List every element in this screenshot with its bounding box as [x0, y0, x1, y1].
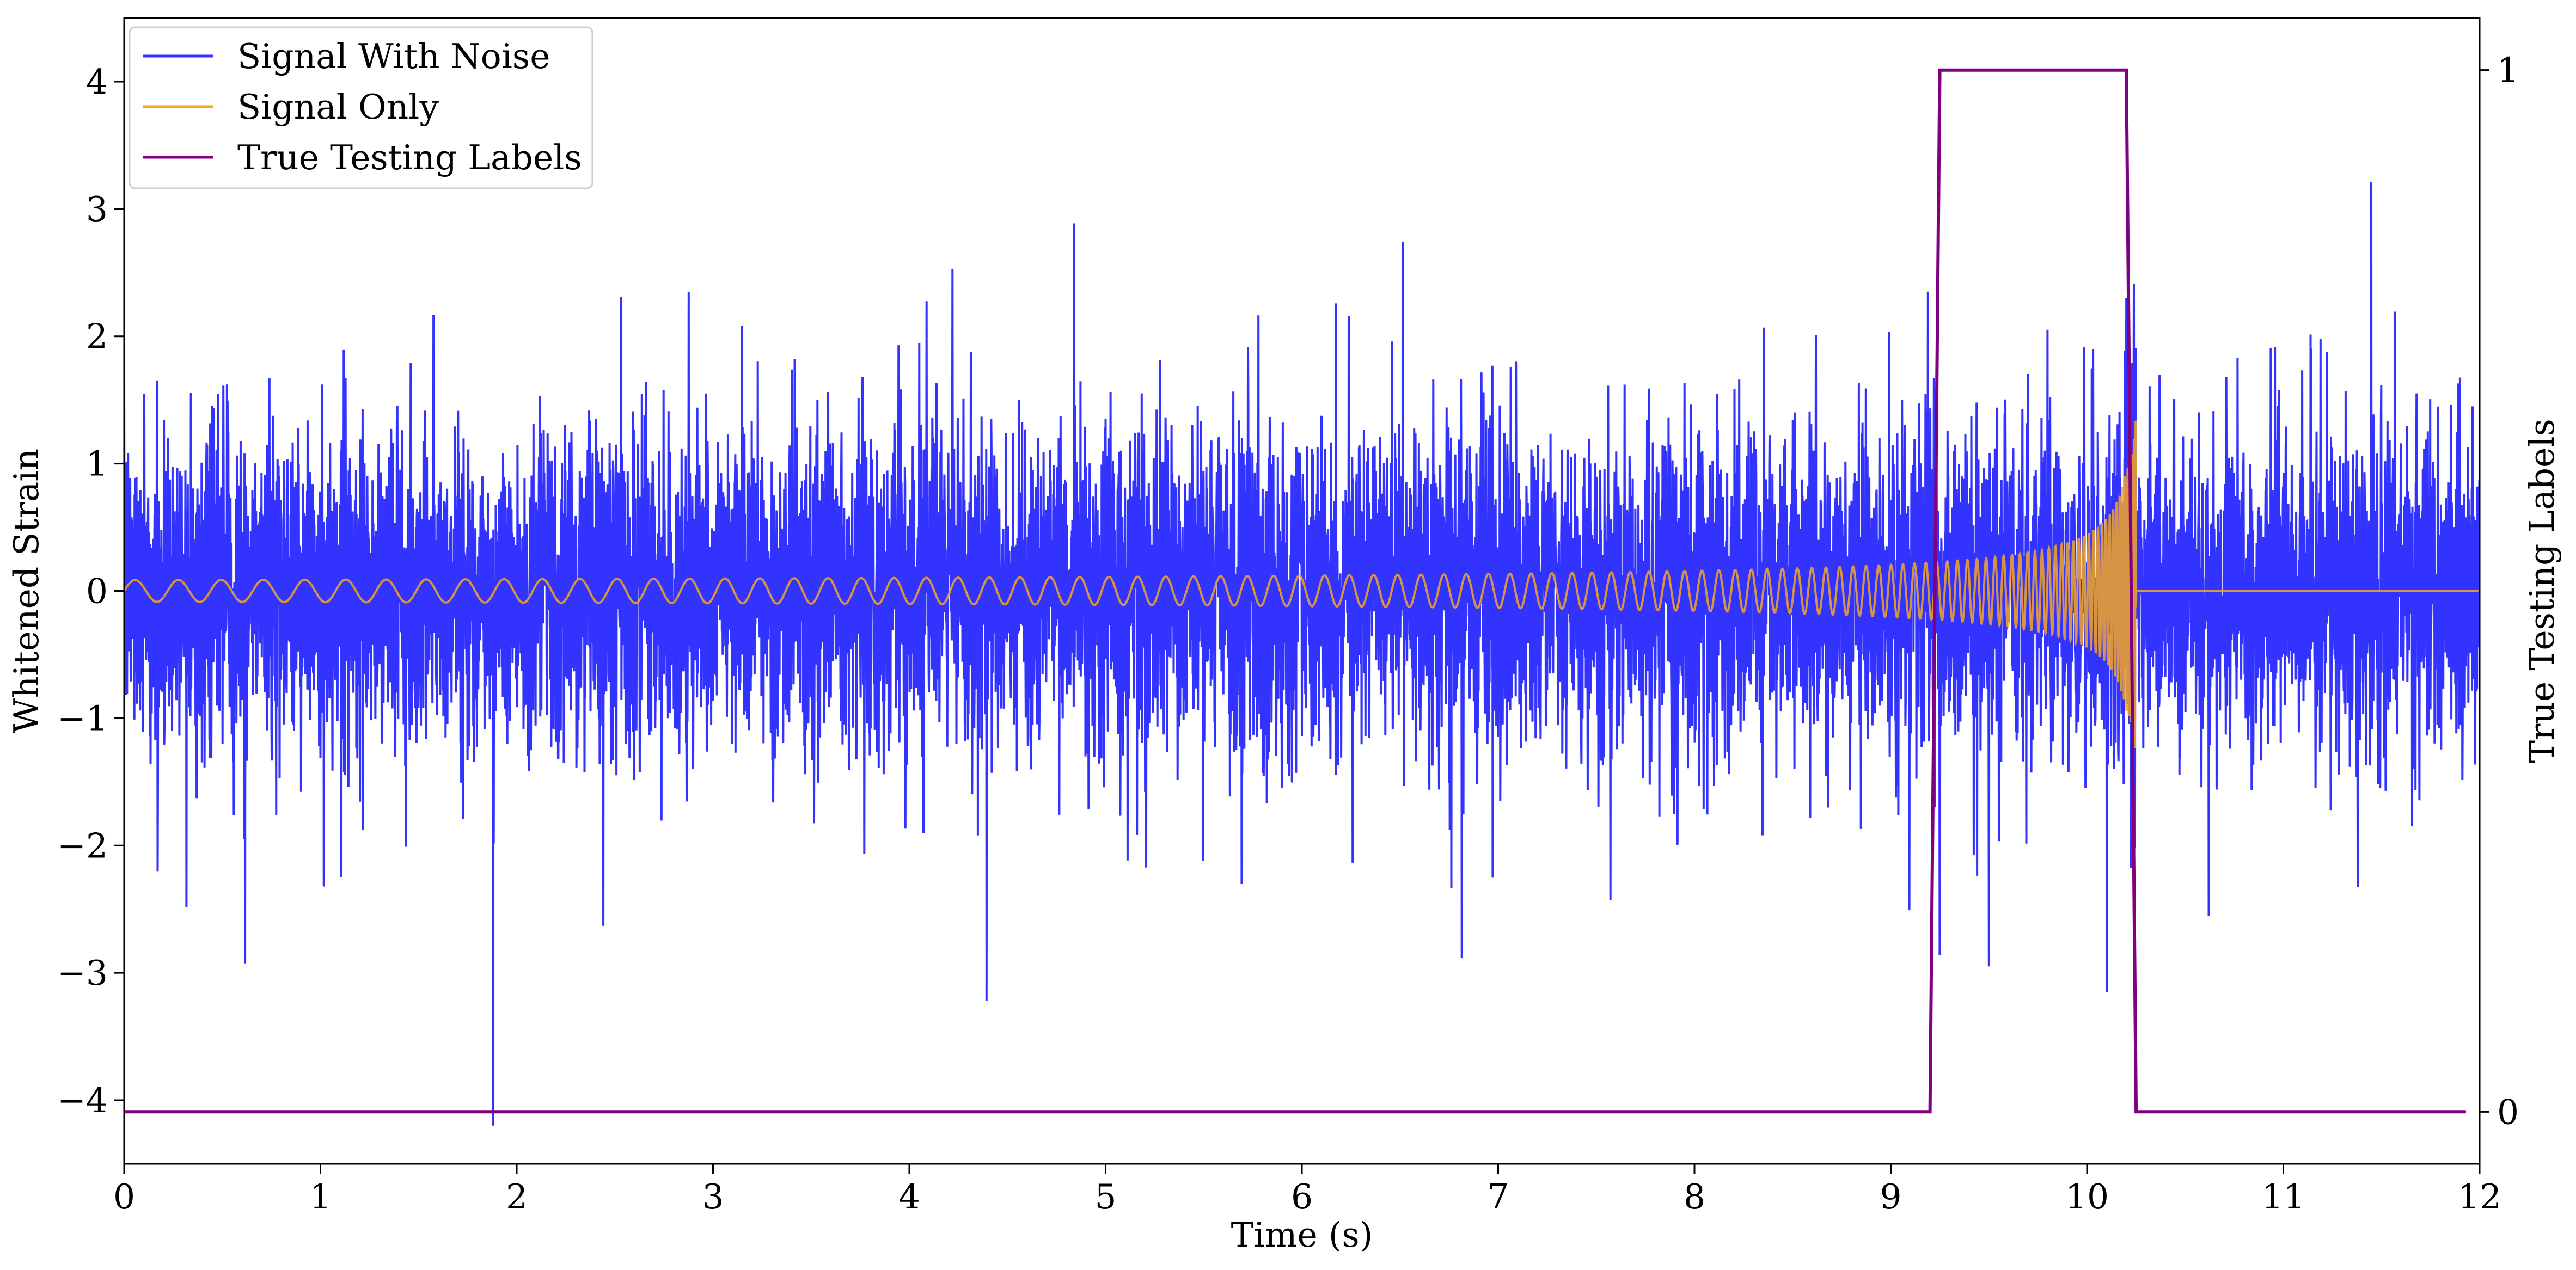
- y-tick-label: 0: [86, 572, 108, 611]
- y-tick-label: −1: [57, 698, 108, 738]
- y2-axis-label: True Testing Labels: [2522, 419, 2562, 763]
- y-tick-label: −2: [57, 826, 108, 866]
- y-tick-label: 1: [86, 444, 108, 484]
- series-true-testing-labels: [124, 68, 2466, 1114]
- y2-tick-label: 1: [2497, 51, 2519, 90]
- y2-tick-label: 0: [2497, 1092, 2519, 1132]
- x-tick-label: 5: [1094, 1177, 1116, 1217]
- plot-area: [124, 68, 2480, 1126]
- x-tick-label: 3: [702, 1177, 724, 1217]
- legend-label-signal-only: Signal Only: [237, 87, 439, 127]
- legend-box: [129, 26, 593, 189]
- legend: Signal With Noise Signal Only True Testi…: [129, 26, 593, 189]
- y-tick-label: 4: [86, 62, 108, 102]
- x-axis: 0 1 2 3 4 5 6 7 8 9 10 11 12: [113, 1164, 2501, 1217]
- x-axis-label: Time (s): [1231, 1215, 1373, 1255]
- y-axis-label: Whitened Strain: [7, 449, 46, 733]
- y-axis-left: −4 −3 −2 −1 0 1 2 3 4: [57, 62, 124, 1120]
- x-tick-label: 12: [2458, 1177, 2501, 1217]
- legend-label-signal-with-noise: Signal With Noise: [237, 36, 550, 76]
- y-tick-label: −3: [57, 953, 108, 993]
- x-tick-label: 0: [113, 1177, 135, 1217]
- x-tick-label: 7: [1487, 1177, 1509, 1217]
- y-axis-right: 01: [2480, 51, 2519, 1132]
- x-tick-label: 11: [2261, 1177, 2305, 1217]
- y-tick-label: 2: [86, 317, 108, 357]
- x-tick-label: 6: [1291, 1177, 1313, 1217]
- x-tick-label: 4: [898, 1177, 920, 1217]
- x-tick-label: 10: [2065, 1177, 2109, 1217]
- line-signal-only: [124, 420, 2480, 748]
- legend-label-true-testing-labels: True Testing Labels: [237, 138, 582, 177]
- x-tick-label: 8: [1684, 1177, 1705, 1217]
- series-signal-only: [124, 420, 2480, 748]
- y-tick-label: −4: [57, 1081, 108, 1120]
- x-tick-label: 2: [506, 1177, 528, 1217]
- y-tick-label: 3: [86, 189, 108, 229]
- x-tick-label: 9: [1880, 1177, 1901, 1217]
- x-tick-label: 1: [309, 1177, 331, 1217]
- line-true-testing-labels: [124, 68, 2466, 1114]
